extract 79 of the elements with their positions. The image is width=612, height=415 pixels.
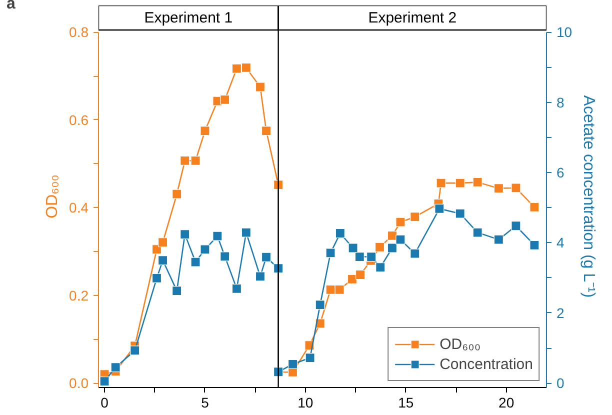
- x-tick-label: 15: [398, 394, 414, 410]
- point: [410, 248, 420, 258]
- point: [110, 362, 120, 372]
- point: [334, 284, 344, 294]
- point: [410, 212, 420, 222]
- point: [374, 242, 385, 252]
- y-tick-label: 0.8: [69, 24, 89, 40]
- point: [232, 64, 242, 74]
- point: [200, 244, 210, 254]
- point: [530, 202, 540, 212]
- point: [366, 252, 376, 262]
- text: Experiment 2: [368, 9, 457, 26]
- point: [335, 228, 345, 238]
- y2-tick-label: 6: [556, 164, 564, 181]
- point: [436, 178, 446, 188]
- y-tick-label: 0.6: [69, 112, 89, 128]
- point: [232, 284, 242, 294]
- y2-tick-label: 0: [556, 375, 564, 392]
- point: [511, 183, 521, 193]
- point: [190, 257, 200, 267]
- point: [396, 217, 406, 227]
- y-axis-title: OD₆₀₀: [44, 174, 62, 218]
- y2-tick-label: 10: [556, 24, 572, 40]
- legend-label: Concentration: [440, 356, 533, 372]
- y-tick-label: 0.4: [69, 200, 89, 216]
- point: [100, 376, 110, 386]
- y2-tick-label: 8: [556, 94, 564, 110]
- x-tick-label: 0: [100, 394, 109, 410]
- point: [396, 234, 406, 244]
- point: [354, 252, 364, 262]
- point: [172, 286, 182, 296]
- point: [315, 300, 325, 310]
- point: [494, 234, 504, 244]
- y2-tick-label: 4: [556, 234, 564, 251]
- point: [288, 359, 298, 369]
- text: Experiment 1: [144, 9, 233, 26]
- x-tick-label: 5: [201, 394, 210, 410]
- legend-label: OD₆₀₀: [440, 336, 481, 352]
- point: [348, 243, 358, 253]
- point: [200, 126, 210, 136]
- point: [326, 284, 336, 294]
- y-tick-label: 0.2: [69, 287, 89, 304]
- point: [261, 252, 272, 262]
- point: [387, 243, 398, 253]
- point: [494, 184, 504, 194]
- point: [180, 156, 190, 166]
- point: [305, 353, 315, 363]
- point: [472, 177, 482, 187]
- y-tick-label: 0.0: [69, 375, 89, 392]
- point: [158, 255, 168, 266]
- point: [355, 270, 366, 280]
- point: [180, 230, 190, 240]
- point: [255, 82, 266, 92]
- y2-axis-title: Acetate concentration (g L⁻¹): [580, 95, 598, 298]
- point: [376, 262, 386, 272]
- point: [158, 237, 168, 248]
- x-tick-label: 10: [298, 394, 314, 410]
- point: [130, 346, 140, 356]
- point: [261, 126, 272, 136]
- point: [326, 248, 336, 258]
- point: [455, 208, 465, 218]
- point: [255, 272, 266, 282]
- point: [347, 274, 358, 284]
- point: [220, 252, 230, 262]
- point: [190, 156, 200, 166]
- point: [212, 231, 222, 241]
- point: [241, 228, 251, 238]
- point: [455, 178, 465, 188]
- y2-tick-label: 2: [556, 304, 564, 321]
- point: [241, 62, 251, 72]
- point: [472, 228, 482, 238]
- point: [511, 221, 521, 231]
- point: [530, 240, 540, 250]
- point: [220, 94, 230, 105]
- point: [152, 273, 162, 283]
- point: [434, 204, 444, 214]
- x-tick-label: 20: [498, 394, 514, 410]
- text: a: [6, 0, 16, 12]
- point: [172, 189, 182, 199]
